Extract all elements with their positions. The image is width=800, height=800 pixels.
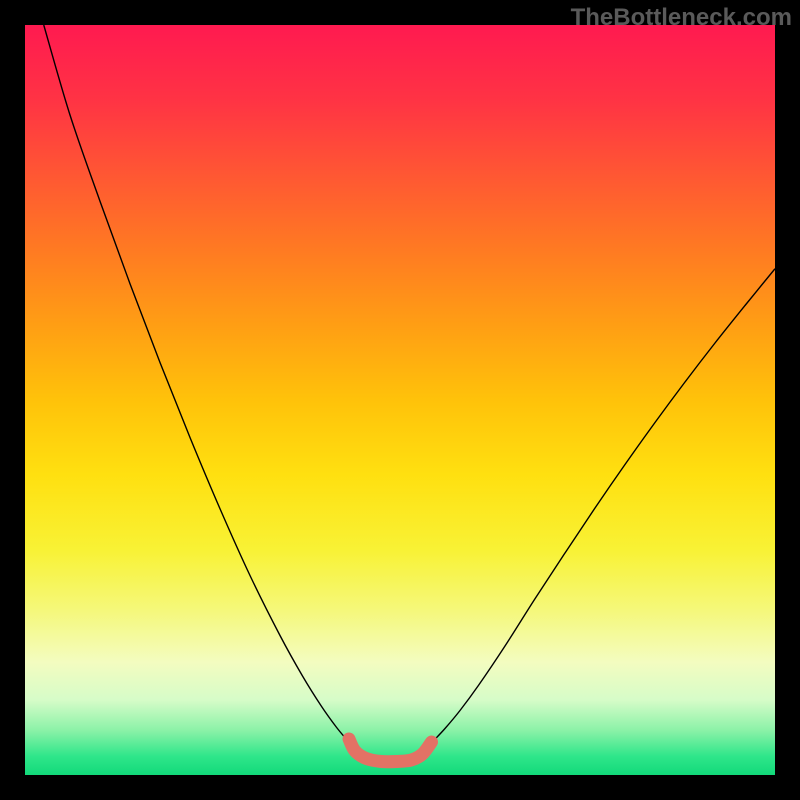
watermark-text: TheBottleneck.com [571,4,792,32]
bottleneck-chart: TheBottleneck.com [0,0,800,800]
chart-svg [0,0,800,800]
plot-background-gradient [25,25,775,775]
